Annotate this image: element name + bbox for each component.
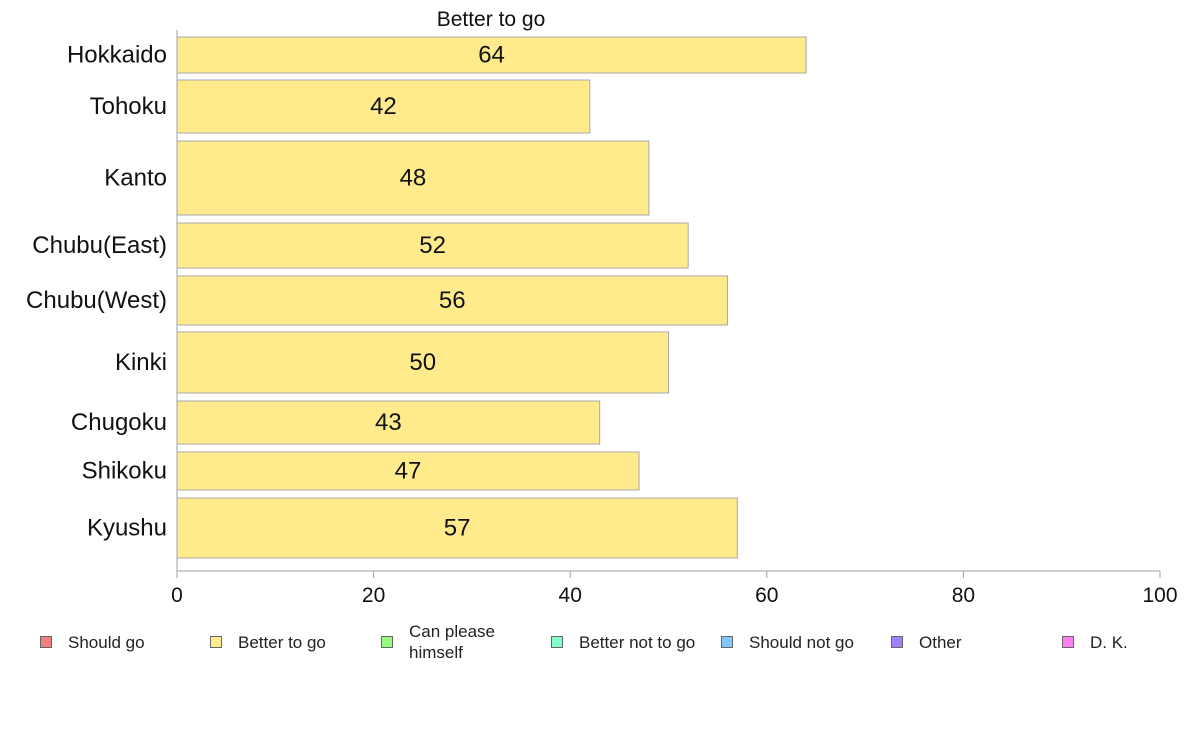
legend-item: Should go — [40, 620, 145, 664]
legend-swatch — [1062, 636, 1074, 648]
bar-value-label: 48 — [400, 165, 427, 192]
bar-chart: Better to go Hokkaido 64 Tohoku 42 Kanto 48 Ch… — [26, 8, 1178, 607]
bar-tohoku — [176, 79, 591, 134]
category-label: Shikoku — [82, 458, 167, 485]
legend-swatch — [381, 636, 393, 648]
bar-value-label: 43 — [375, 409, 402, 436]
legend-swatch — [721, 636, 733, 648]
x-tick-label: 40 — [559, 584, 582, 607]
legend-swatch — [40, 636, 52, 648]
legend-label: Should not go — [749, 632, 854, 652]
legend-item: Other — [891, 620, 962, 664]
bar-chubu-east — [176, 222, 689, 269]
legend-swatch — [210, 636, 222, 648]
bar-chugoku — [176, 400, 601, 445]
category-label: Kanto — [104, 165, 167, 192]
bar-kanto — [176, 140, 650, 216]
x-tick-label: 100 — [1142, 584, 1177, 607]
legend-swatch — [891, 636, 903, 648]
legend-label: Better to go — [238, 632, 326, 652]
category-label: Hokkaido — [67, 42, 167, 69]
bar-kinki — [176, 331, 669, 394]
legend-label: Should go — [68, 632, 145, 652]
bar-value-label: 57 — [444, 515, 471, 542]
category-label: Tohoku — [90, 93, 167, 120]
chart-title: Better to go — [437, 8, 546, 31]
legend-label: D. K. — [1090, 632, 1128, 652]
x-tick-label: 80 — [952, 584, 975, 607]
bar-value-label: 52 — [419, 232, 446, 259]
legend-swatch — [551, 636, 563, 648]
category-label: Chubu(West) — [26, 287, 167, 314]
bar-value-label: 50 — [409, 349, 436, 376]
bar-value-label: 47 — [395, 458, 422, 485]
bars-layer: Hokkaido 64 Tohoku 42 Kanto 48 Chubu(East) 52 Ch… — [26, 36, 807, 559]
x-axis: 0 20 40 60 80 100 — [171, 30, 1178, 607]
legend: Should go Better to go Can please himself B… — [0, 620, 1188, 664]
legend-item: Better to go — [210, 620, 326, 664]
bar-value-label: 64 — [478, 42, 505, 69]
bar-value-label: 56 — [439, 287, 466, 314]
legend-label: Other — [919, 632, 962, 652]
x-tick-label: 60 — [755, 584, 778, 607]
x-tick-label: 20 — [362, 584, 385, 607]
legend-label: Can please himself — [409, 622, 496, 662]
legend-label: Better not to go — [579, 632, 696, 652]
bar-chubu-west — [176, 275, 728, 326]
category-label: Chugoku — [71, 409, 167, 436]
legend-item: Should not go — [721, 620, 854, 664]
legend-item: Can please himself — [381, 620, 495, 664]
legend-item: Better not to go — [551, 620, 695, 664]
bar-hokkaido — [176, 36, 807, 74]
x-tick-label: 0 — [171, 584, 183, 607]
category-label: Chubu(East) — [32, 232, 167, 259]
category-label: Kinki — [115, 349, 167, 376]
category-label: Kyushu — [87, 515, 167, 542]
bar-value-label: 42 — [370, 93, 397, 120]
legend-item: D. K. — [1062, 620, 1128, 664]
